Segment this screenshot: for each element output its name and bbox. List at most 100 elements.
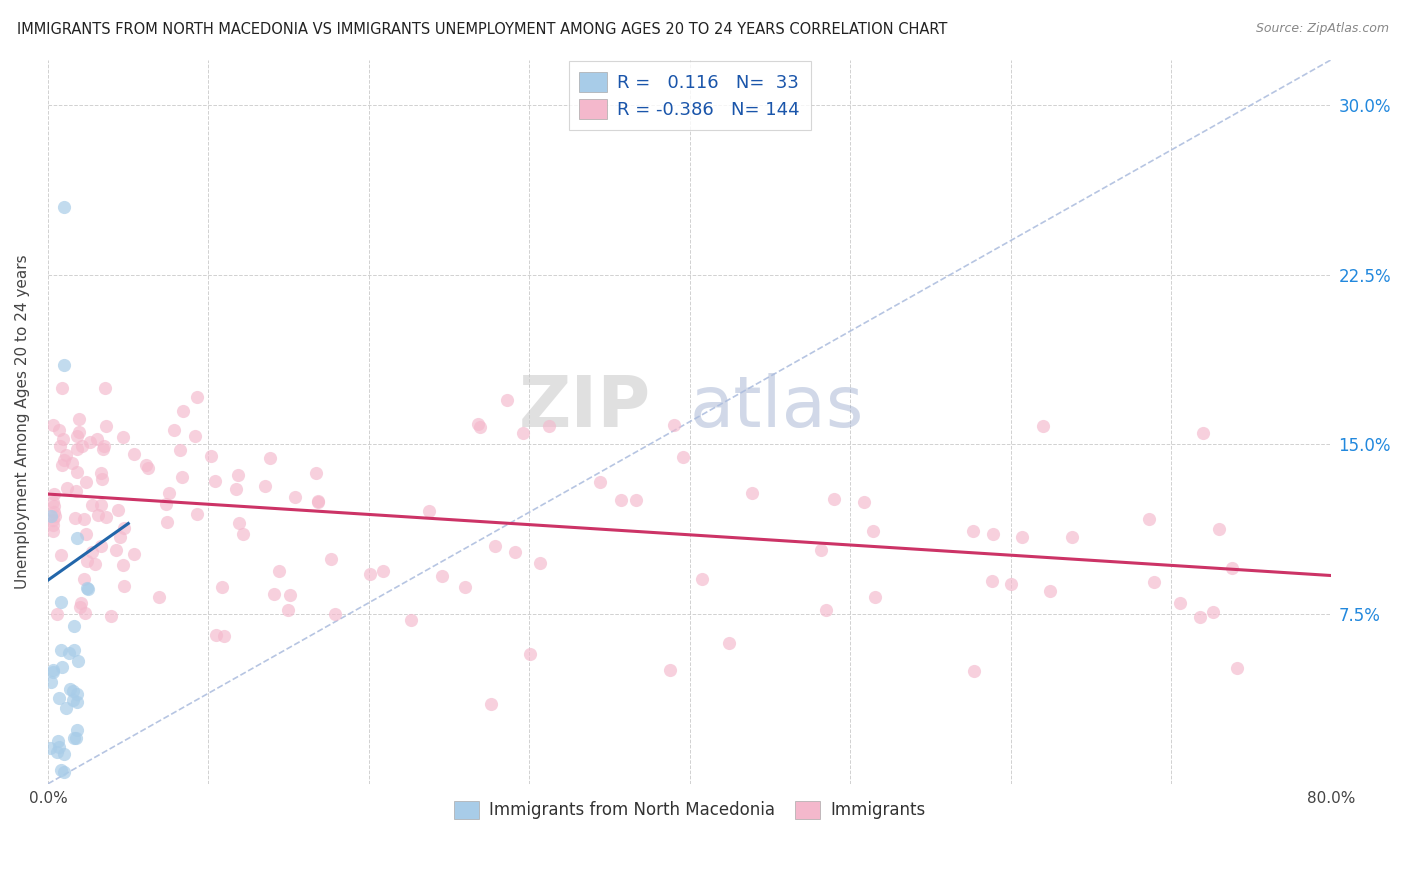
Point xyxy=(512,426,534,441)
Point xyxy=(200,449,222,463)
Point xyxy=(39,509,62,524)
Point xyxy=(66,723,89,737)
Point xyxy=(690,573,713,587)
Point xyxy=(418,504,440,518)
Point xyxy=(42,663,65,677)
Point xyxy=(42,513,65,527)
Point xyxy=(107,503,129,517)
Point xyxy=(232,527,254,541)
Point xyxy=(1143,574,1166,589)
Point xyxy=(267,564,290,578)
Point xyxy=(48,439,70,453)
Point xyxy=(45,745,67,759)
Text: IMMIGRANTS FROM NORTH MACEDONIA VS IMMIGRANTS UNEMPLOYMENT AMONG AGES 20 TO 24 Y: IMMIGRANTS FROM NORTH MACEDONIA VS IMMIG… xyxy=(17,22,948,37)
Point xyxy=(39,740,62,755)
Point xyxy=(323,607,346,622)
Point xyxy=(321,552,343,566)
Point xyxy=(401,613,423,627)
Point xyxy=(63,511,86,525)
Point xyxy=(66,442,89,456)
Point xyxy=(148,590,170,604)
Point xyxy=(225,482,247,496)
Point xyxy=(51,458,73,472)
Legend: Immigrants from North Macedonia, Immigrants: Immigrants from North Macedonia, Immigra… xyxy=(447,794,932,826)
Text: atlas: atlas xyxy=(690,373,865,442)
Point xyxy=(66,465,89,479)
Point xyxy=(62,692,84,706)
Point xyxy=(307,495,329,509)
Point xyxy=(253,479,276,493)
Point xyxy=(58,646,80,660)
Point xyxy=(90,539,112,553)
Point xyxy=(52,453,75,467)
Point xyxy=(53,358,76,372)
Point xyxy=(44,508,66,523)
Point xyxy=(1032,419,1054,434)
Point xyxy=(658,663,681,677)
Point xyxy=(495,392,517,407)
Point xyxy=(48,740,70,755)
Point xyxy=(1226,661,1249,675)
Point xyxy=(66,654,89,668)
Point xyxy=(479,697,502,711)
Point xyxy=(454,580,477,594)
Point xyxy=(65,731,87,745)
Point xyxy=(91,472,114,486)
Point xyxy=(156,515,179,529)
Point xyxy=(91,442,114,456)
Point xyxy=(62,684,84,698)
Point xyxy=(42,500,65,514)
Point xyxy=(503,545,526,559)
Point xyxy=(42,505,65,519)
Point xyxy=(75,527,97,541)
Point xyxy=(76,582,98,596)
Y-axis label: Unemployment Among Ages 20 to 24 years: Unemployment Among Ages 20 to 24 years xyxy=(15,254,30,589)
Point xyxy=(1202,605,1225,619)
Point xyxy=(1000,576,1022,591)
Point xyxy=(672,450,695,465)
Point xyxy=(135,458,157,472)
Point xyxy=(359,567,381,582)
Point xyxy=(79,435,101,450)
Point xyxy=(1060,530,1083,544)
Point xyxy=(468,420,491,434)
Point xyxy=(467,417,489,432)
Point xyxy=(93,439,115,453)
Point xyxy=(263,587,285,601)
Point xyxy=(284,490,307,504)
Point xyxy=(589,475,612,489)
Point xyxy=(529,556,551,570)
Point xyxy=(308,494,330,508)
Point xyxy=(42,665,65,680)
Point xyxy=(69,599,91,614)
Point xyxy=(1208,522,1230,536)
Point xyxy=(66,687,89,701)
Point xyxy=(624,492,647,507)
Point xyxy=(45,607,67,621)
Point xyxy=(211,581,233,595)
Text: ZIP: ZIP xyxy=(519,373,651,442)
Point xyxy=(44,486,66,500)
Point xyxy=(1168,596,1191,610)
Point xyxy=(75,606,97,620)
Point xyxy=(717,636,740,650)
Point xyxy=(90,498,112,512)
Point xyxy=(259,450,281,465)
Point xyxy=(42,495,65,509)
Point xyxy=(1137,512,1160,526)
Point xyxy=(305,466,328,480)
Point xyxy=(862,524,884,539)
Point xyxy=(277,603,299,617)
Point xyxy=(67,412,90,426)
Point xyxy=(226,468,249,483)
Point xyxy=(610,492,633,507)
Point xyxy=(66,429,89,443)
Point xyxy=(1011,531,1033,545)
Point xyxy=(53,765,76,780)
Point xyxy=(112,521,135,535)
Point xyxy=(51,549,73,563)
Point xyxy=(39,674,62,689)
Point xyxy=(53,200,76,214)
Point xyxy=(163,423,186,437)
Point xyxy=(484,539,506,553)
